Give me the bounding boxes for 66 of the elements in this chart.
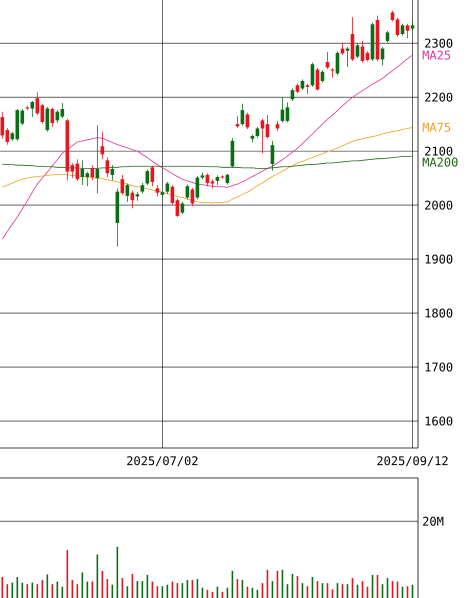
candlestick xyxy=(120,174,124,196)
ref-line-label: 20M xyxy=(423,516,444,526)
candlestick xyxy=(156,184,160,197)
candlestick xyxy=(196,176,200,200)
candlestick xyxy=(50,107,54,128)
candlestick xyxy=(246,112,250,130)
candlestick xyxy=(46,106,50,132)
candlestick xyxy=(216,175,220,186)
candlestick xyxy=(190,187,194,207)
candlestick xyxy=(340,42,344,56)
candlestick xyxy=(256,126,260,138)
candlestick xyxy=(270,140,274,171)
candlestick xyxy=(300,78,304,91)
candlestick xyxy=(100,131,104,160)
candlestick xyxy=(236,116,240,128)
candlestick xyxy=(326,51,330,70)
x-tick-label: 2025/09/12 xyxy=(377,456,448,466)
y-tick-label: 2200 xyxy=(425,92,452,102)
candlestick xyxy=(380,46,384,66)
candlestick xyxy=(330,68,334,78)
y-tick-label: 1700 xyxy=(426,362,452,372)
candlestick xyxy=(356,43,360,59)
candlestick xyxy=(140,182,144,194)
y-tick-label: 1800 xyxy=(426,308,452,318)
candlestick xyxy=(166,182,170,194)
candlestick xyxy=(386,30,390,44)
candlestick xyxy=(96,124,100,194)
candlestick xyxy=(406,23,410,39)
candlestick xyxy=(296,83,300,94)
candlestick xyxy=(90,164,94,181)
candlestick xyxy=(30,100,34,118)
candlestick xyxy=(146,169,150,186)
candlestick xyxy=(230,138,234,168)
candlestick xyxy=(106,156,110,178)
candlestick xyxy=(290,88,294,102)
candlestick xyxy=(276,120,280,132)
candlestick xyxy=(150,165,154,187)
candlestick xyxy=(400,23,404,36)
candlestick xyxy=(226,173,230,185)
candlestick xyxy=(410,20,414,31)
candlestick xyxy=(240,103,244,126)
candlestick xyxy=(136,192,140,202)
candlestick xyxy=(306,83,310,94)
candlestick xyxy=(346,46,350,68)
candlestick xyxy=(350,16,354,62)
y-tick-label: 2100 xyxy=(425,146,452,156)
candlestick xyxy=(336,50,340,76)
y-tick-label: 1600 xyxy=(426,416,452,426)
candlestick xyxy=(370,22,374,62)
candlestick xyxy=(180,201,184,215)
candlestick xyxy=(376,15,380,62)
series-label: MA75 xyxy=(422,122,450,132)
series-label: MA25 xyxy=(422,50,450,60)
candlestick xyxy=(310,62,314,88)
candlestick xyxy=(110,164,114,181)
candlestick xyxy=(130,190,134,209)
candlestick xyxy=(116,188,120,248)
candlestick xyxy=(186,184,190,200)
candlestick xyxy=(320,70,324,83)
candlestick xyxy=(316,68,320,92)
y-tick-label: 1900 xyxy=(426,254,452,264)
y-tick-label: 2300 xyxy=(425,38,452,48)
candlestick xyxy=(126,183,130,202)
x-tick-label: 2025/07/02 xyxy=(127,456,198,466)
series-label: MA200 xyxy=(422,158,458,167)
y-tick-label: 2000 xyxy=(425,200,452,210)
